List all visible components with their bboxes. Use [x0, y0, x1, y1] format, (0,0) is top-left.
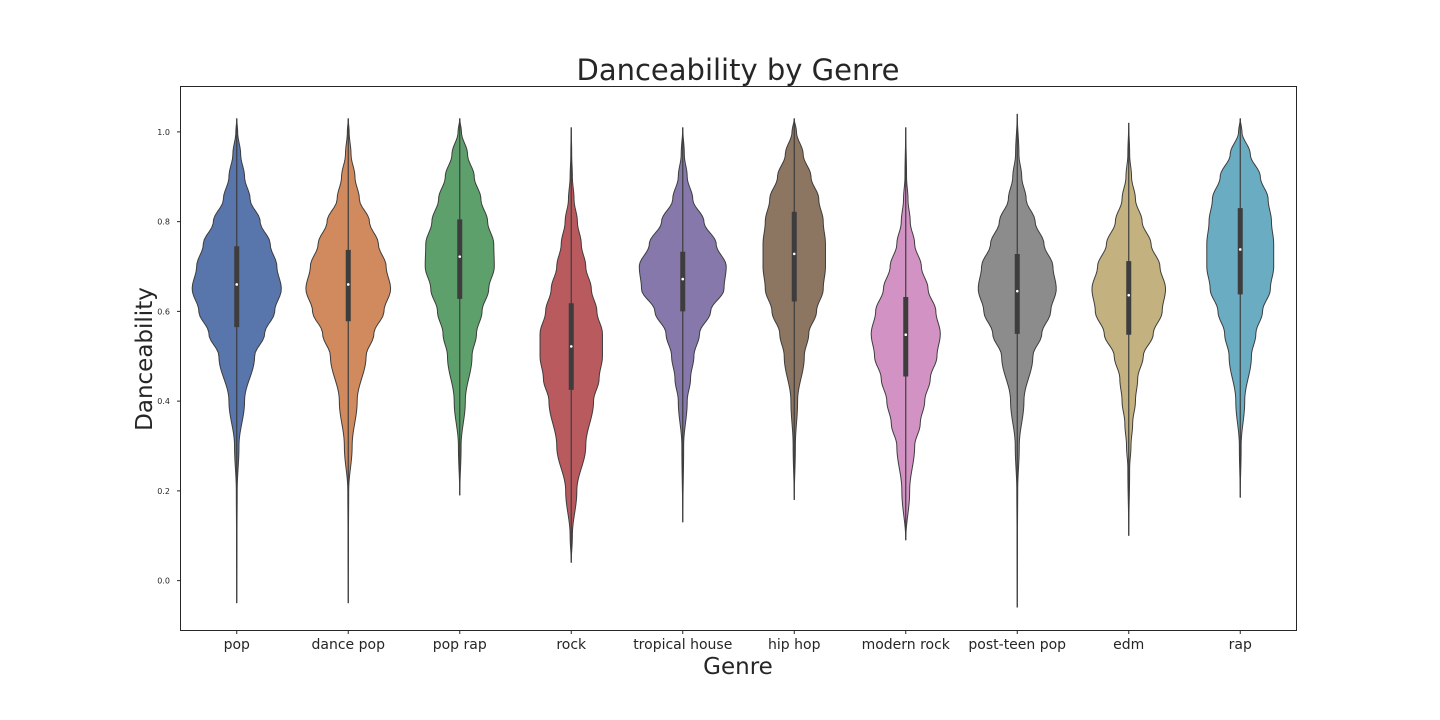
x-tick-label-hip-hop: hip hop	[768, 637, 821, 653]
x-axis-ticks: pop dance pop pop rap rock tropical house hip…	[224, 630, 1252, 653]
violin-hip-hop	[762, 118, 826, 500]
x-tick-label-rock: rock	[556, 637, 587, 653]
y-axis-label: Danceability	[132, 287, 158, 431]
median-marker-edm	[1127, 293, 1131, 297]
x-tick-label-pop: pop	[224, 637, 250, 653]
y-tick-label: 1.0	[157, 128, 170, 137]
median-marker-rock	[569, 345, 573, 348]
y-tick-label: 0.4	[157, 397, 170, 406]
median-marker-modern-rock	[904, 333, 908, 337]
violin-rap	[1206, 118, 1275, 498]
x-tick-label-pop-rap: pop rap	[433, 637, 487, 653]
x-tick-label-tropical-house: tropical house	[633, 637, 732, 653]
x-tick-label-rap: rap	[1229, 637, 1252, 653]
violin-rock	[539, 127, 603, 563]
x-axis-label: Genre	[703, 654, 773, 680]
median-marker-hip-hop	[792, 252, 796, 256]
y-tick-label: 0.8	[157, 218, 170, 227]
median-marker-tropical-house	[681, 277, 685, 281]
median-marker-pop-rap	[458, 255, 462, 258]
violin-pop	[191, 118, 282, 604]
plot-frame	[180, 86, 1297, 631]
plot-area	[191, 113, 1275, 608]
median-marker-rap	[1238, 248, 1242, 251]
median-marker-post-teen-pop	[1015, 289, 1019, 293]
y-tick-label: 0.0	[157, 577, 170, 586]
x-tick-label-edm: edm	[1113, 637, 1144, 653]
median-marker-pop	[235, 283, 239, 286]
chart-title: Danceability by Genre	[577, 53, 900, 87]
violin-modern-rock	[870, 127, 941, 541]
x-tick-label-dance-pop: dance pop	[312, 637, 386, 653]
violin-post-teen-pop	[977, 113, 1057, 608]
y-axis-ticks: 0.0 0.2 0.4 0.6 0.8 1.0	[157, 128, 181, 586]
x-tick-label-post-teen-pop: post-teen pop	[968, 637, 1066, 653]
y-tick-label: 0.6	[157, 307, 170, 316]
median-marker-dance-pop	[346, 283, 350, 286]
x-tick-label-modern-rock: modern rock	[862, 637, 951, 653]
violin-dance-pop	[305, 118, 392, 604]
violin-edm	[1091, 122, 1167, 536]
y-tick-label: 0.2	[157, 487, 170, 496]
violin-pop-rap	[424, 118, 495, 496]
violin-tropical-house	[638, 127, 727, 523]
